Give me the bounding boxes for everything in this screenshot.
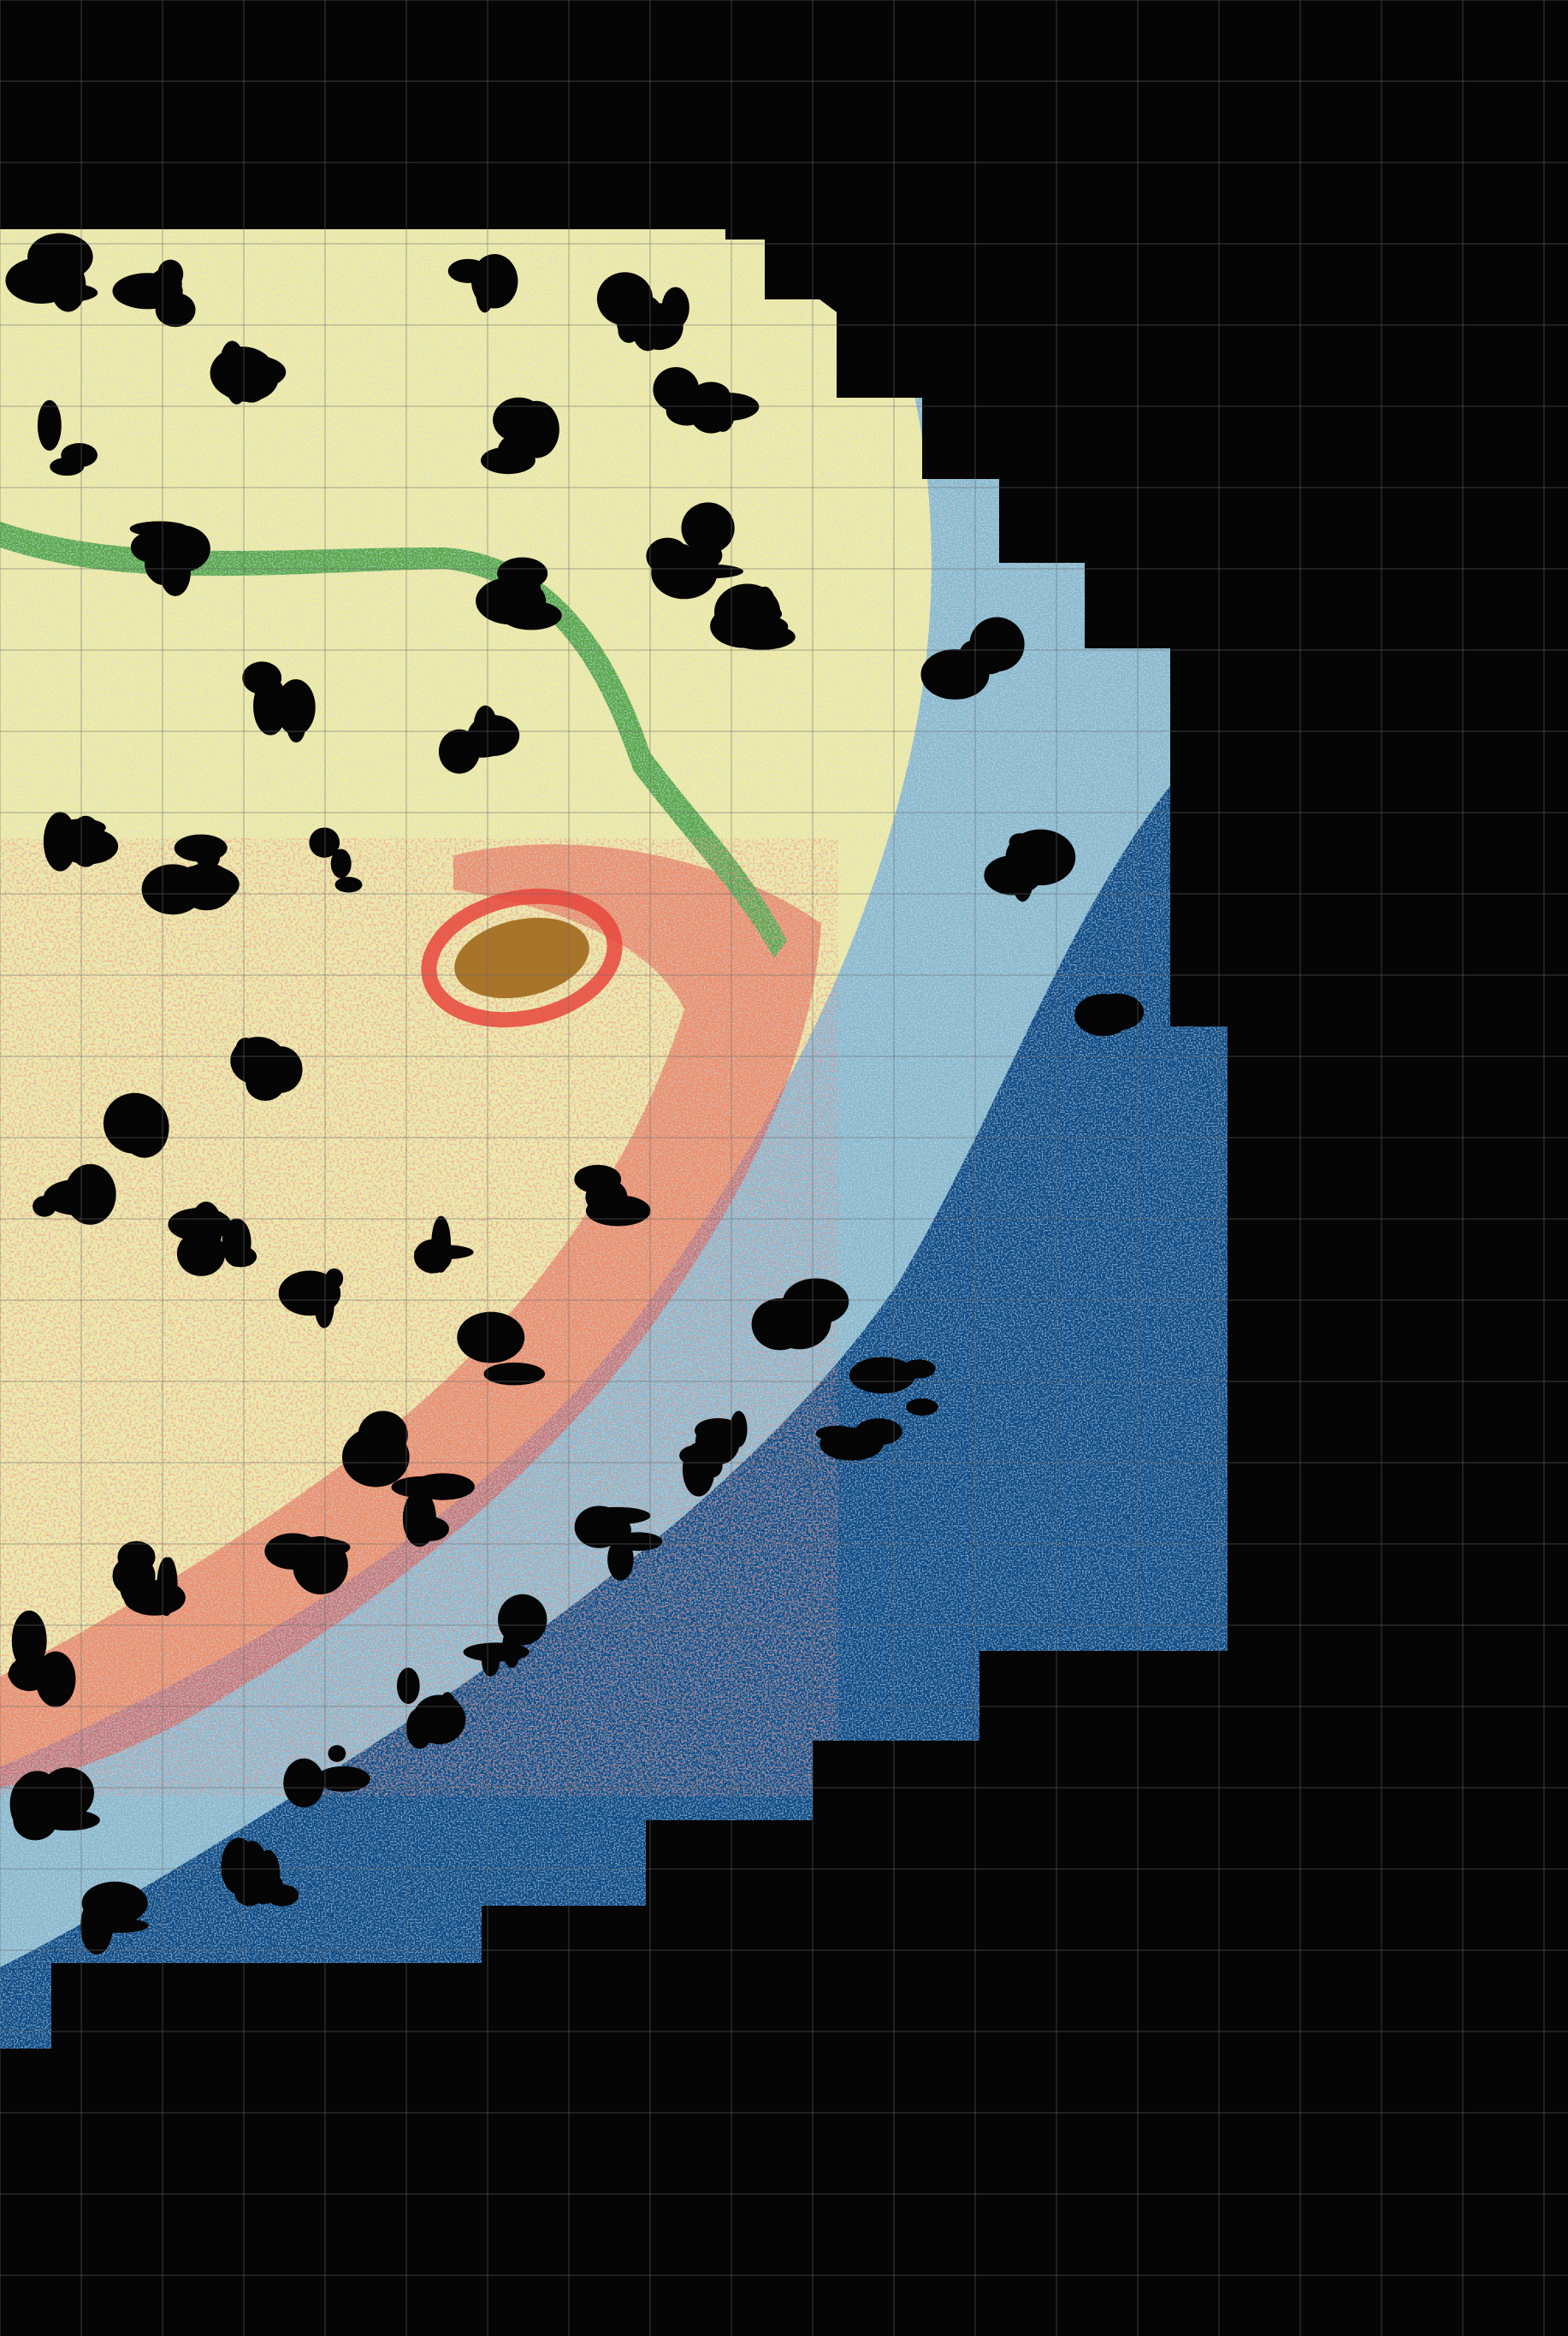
no-data-patch (112, 273, 183, 310)
no-data-patch (57, 819, 106, 837)
no-data-patch (815, 1425, 859, 1442)
no-data-patch (334, 877, 363, 893)
no-data-patch (391, 1476, 454, 1499)
no-data-patch (737, 603, 783, 624)
no-data-patches (5, 233, 1145, 1955)
no-data-patch (585, 1195, 651, 1227)
no-data-patch (675, 564, 743, 579)
no-data-patch (358, 1410, 408, 1459)
no-data-patch (1009, 833, 1032, 851)
no-data-patch (411, 1517, 449, 1541)
no-data-patch (574, 1164, 622, 1194)
no-data-patch (34, 283, 98, 303)
no-data-patch (316, 1765, 370, 1792)
no-data-patch (309, 827, 340, 858)
no-data-patch (257, 1053, 293, 1067)
no-data-patch (292, 1536, 334, 1552)
no-data-patch (91, 1918, 149, 1933)
brown-feature (454, 917, 589, 999)
no-data-patch (728, 624, 796, 650)
no-data-patch (330, 849, 352, 878)
no-data-patch (502, 1626, 521, 1668)
no-data-patch (328, 1745, 346, 1762)
no-data-patch (50, 457, 85, 476)
no-data-patch (1092, 993, 1145, 1031)
no-data-patch (497, 557, 548, 590)
no-data-patch (596, 272, 654, 326)
no-data-patch (906, 1398, 938, 1416)
no-data-patch (115, 1094, 140, 1147)
no-data-patch (130, 531, 174, 563)
no-data-patch (283, 1758, 324, 1808)
no-data-patch (37, 1809, 100, 1831)
no-data-patch (695, 1418, 740, 1465)
no-data-patch (457, 1311, 525, 1363)
no-data-patch (855, 1418, 902, 1446)
no-data-patch (37, 399, 62, 451)
no-data-patch (40, 1767, 94, 1819)
no-data-patch (21, 265, 51, 290)
no-data-patch (473, 705, 498, 748)
no-data-patch (920, 648, 990, 700)
no-data-patch (220, 340, 245, 387)
no-data-patch (64, 1163, 116, 1225)
red-halo (421, 888, 623, 1028)
no-data-patch (225, 1245, 257, 1268)
no-data-patch (493, 397, 546, 443)
no-data-patch (189, 1201, 222, 1256)
no-data-patch (971, 642, 1008, 675)
no-data-patch (481, 447, 535, 475)
no-data-patch (276, 679, 316, 736)
no-data-patch (33, 1195, 56, 1217)
no-data-patch (160, 1557, 178, 1612)
no-data-patch (431, 1215, 452, 1273)
no-data-patch (155, 525, 210, 572)
no-data-patch (681, 502, 735, 554)
no-data-patch (692, 381, 731, 408)
no-data-patch (461, 742, 502, 758)
no-data-patch (120, 1571, 139, 1603)
no-data-patch (287, 708, 306, 743)
no-data-patch (476, 272, 494, 313)
no-data-patch (278, 1270, 341, 1316)
no-data-patch (666, 396, 707, 426)
no-data-patch (438, 729, 480, 774)
no-data-patch (438, 1692, 458, 1732)
no-data-patch (396, 1667, 420, 1705)
no-data-patch (488, 1366, 523, 1385)
no-data-patch (256, 1849, 281, 1896)
no-data-patch (235, 1038, 256, 1060)
no-data-patch (8, 1659, 75, 1689)
no-data-patch (685, 541, 723, 570)
no-data-patch (849, 1357, 916, 1394)
no-data-patch (646, 537, 689, 575)
no-data-patch (783, 1278, 849, 1325)
no-data-patch (141, 864, 204, 915)
no-data-patch (11, 1610, 47, 1671)
no-data-patch (614, 1532, 663, 1552)
red-speckle-texture (0, 838, 838, 1796)
no-data-patch (583, 1506, 651, 1525)
no-data-patch (242, 661, 282, 695)
